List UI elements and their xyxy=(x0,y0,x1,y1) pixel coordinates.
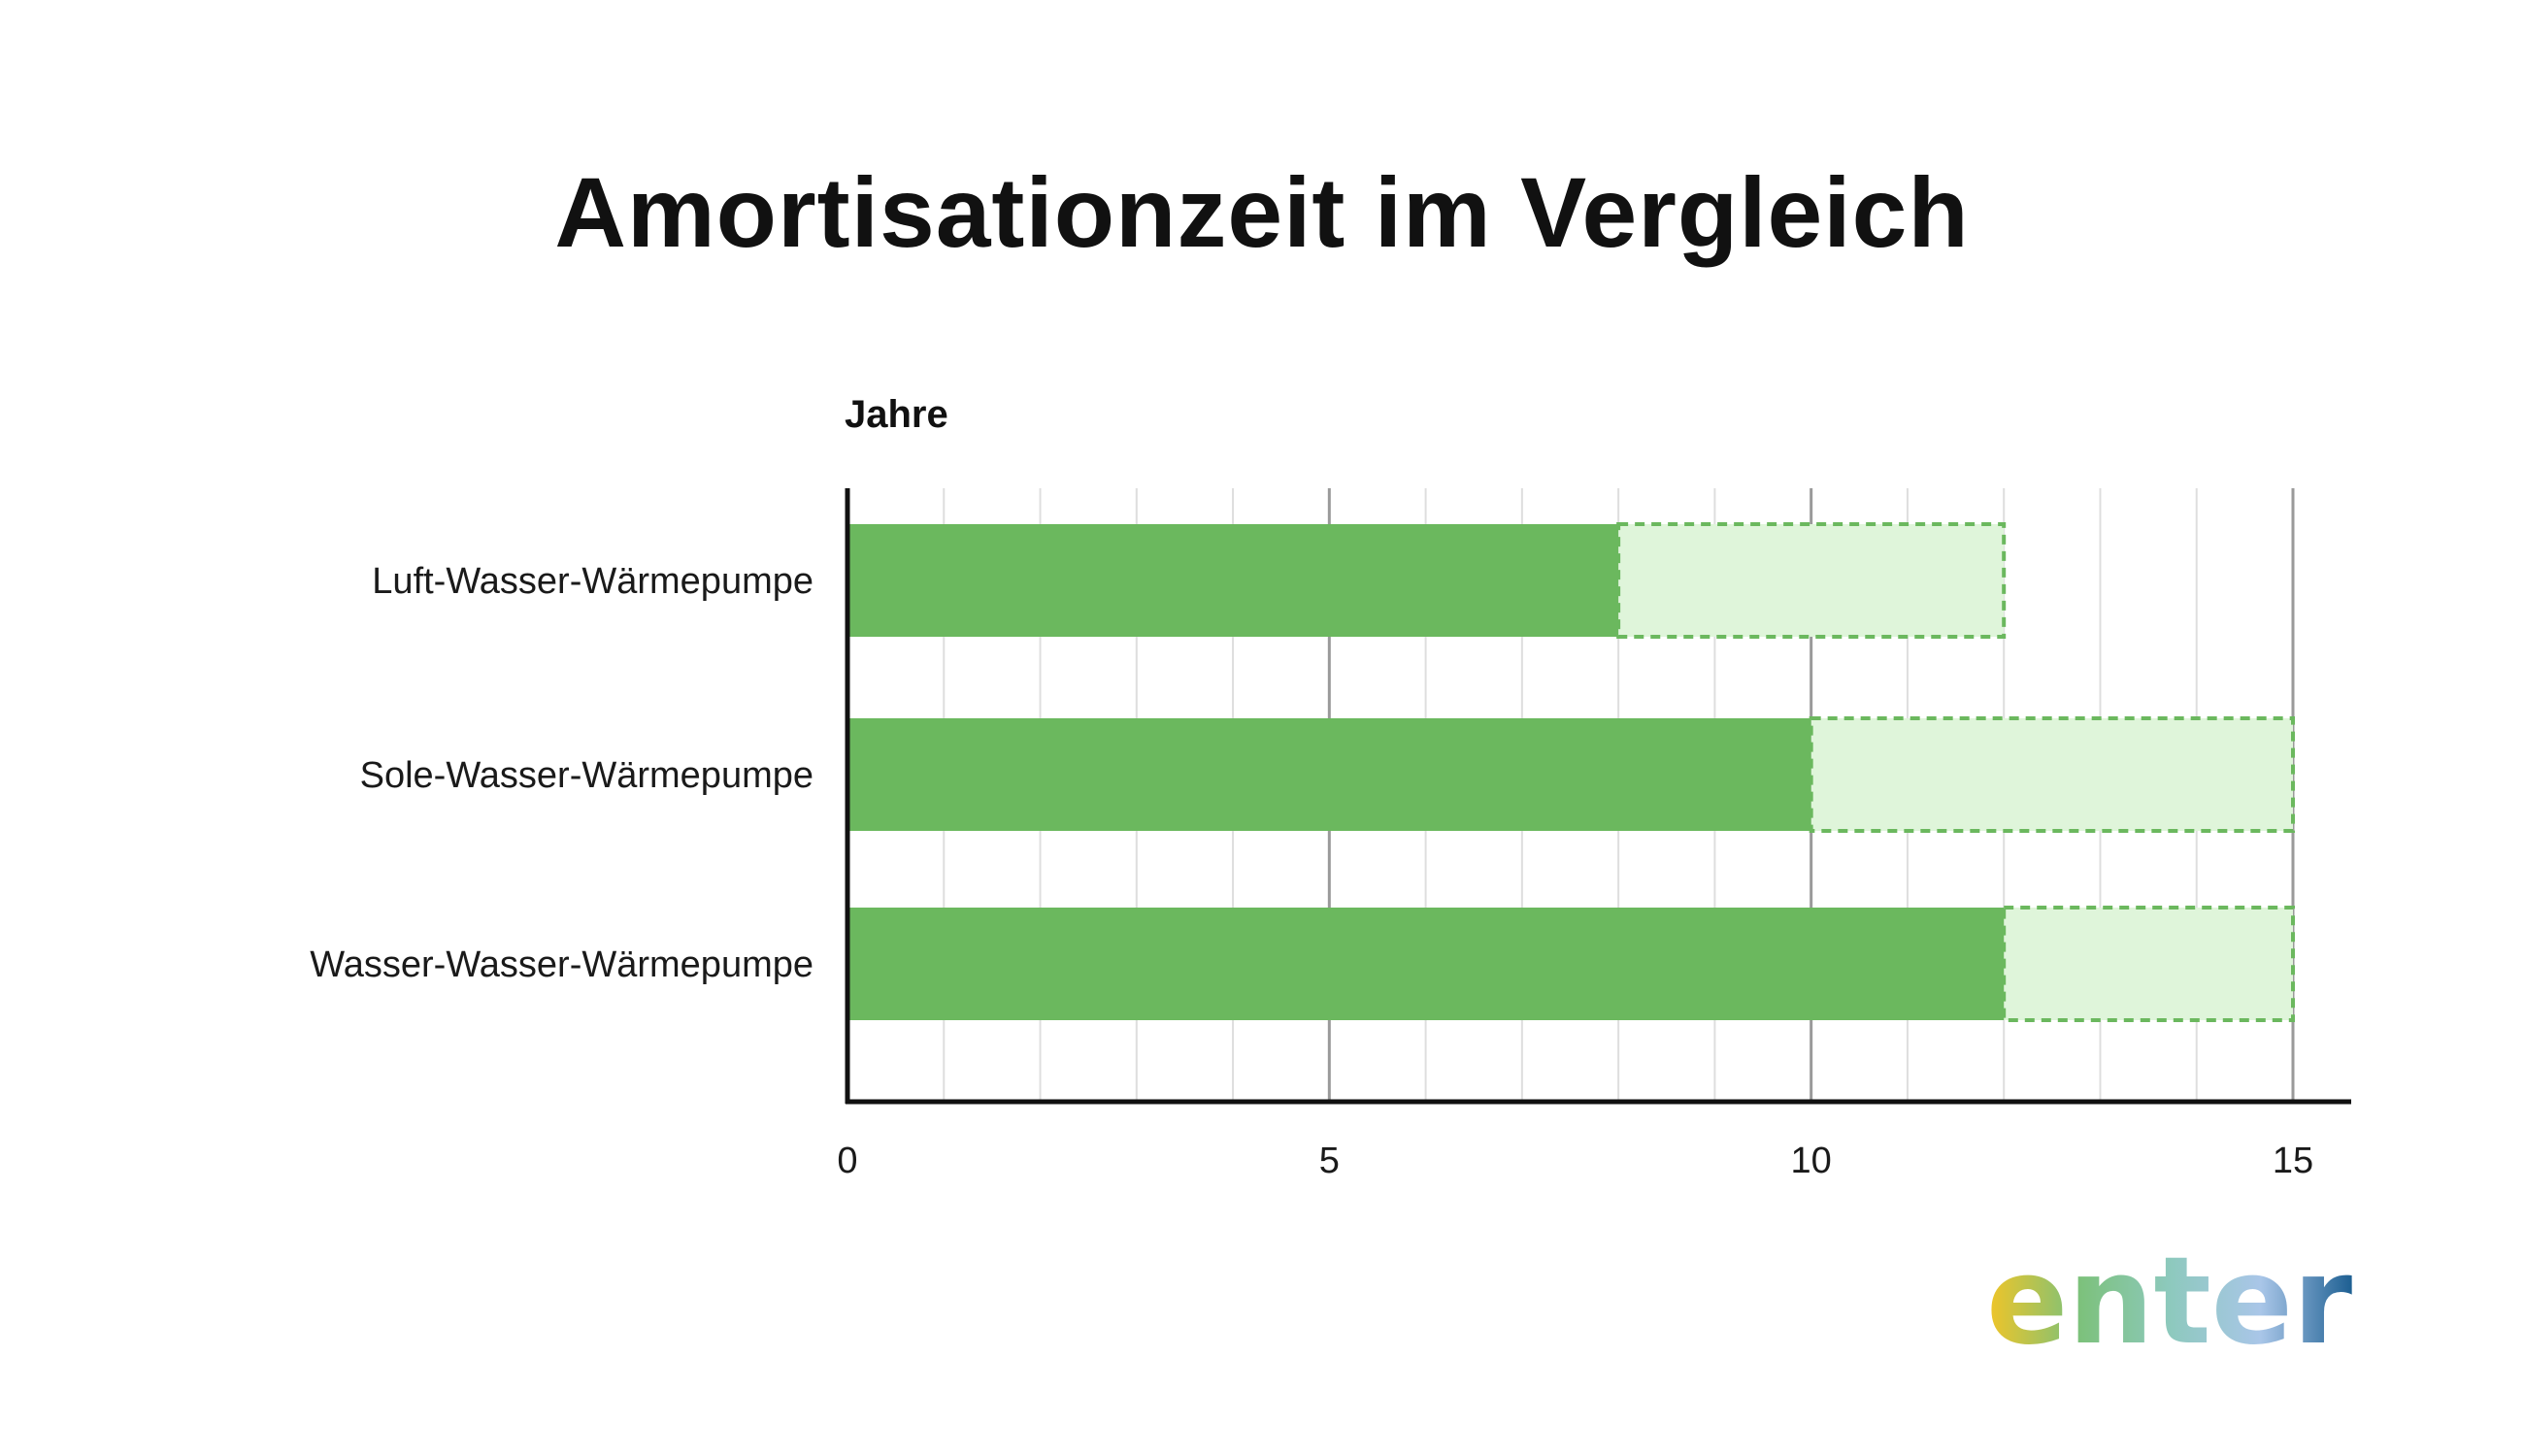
bar-segment-range xyxy=(1616,522,2007,639)
x-tick-label: 15 xyxy=(2273,1141,2313,1181)
x-tick-label: 5 xyxy=(1319,1141,1340,1181)
axes xyxy=(845,488,2351,1105)
x-tick-label: 10 xyxy=(1791,1141,1832,1181)
bar-segment-base xyxy=(847,718,1811,831)
category-label: Sole-Wasser-Wärmepumpe xyxy=(360,755,814,796)
chart-title: Amortisationzeit im Vergleich xyxy=(554,157,1970,268)
x-tick-label: 0 xyxy=(837,1141,857,1181)
bar-segment-range xyxy=(1809,716,2295,833)
unit-label: Jahre xyxy=(845,393,948,436)
enter-logo: enter xyxy=(1986,1232,2352,1372)
bar-segment-base xyxy=(847,524,1619,637)
bar-segment-range xyxy=(2002,906,2295,1022)
logo-text: enter xyxy=(1986,1232,2352,1372)
category-label: Wasser-Wasser-Wärmepumpe xyxy=(310,944,814,985)
bars xyxy=(847,522,2295,1022)
category-label: Luft-Wasser-Wärmepumpe xyxy=(372,561,814,602)
labels: Jahre Luft-Wasser-Wärmepumpe Sole-Wasser-… xyxy=(310,393,2313,1181)
bar-segment-base xyxy=(847,908,2005,1020)
